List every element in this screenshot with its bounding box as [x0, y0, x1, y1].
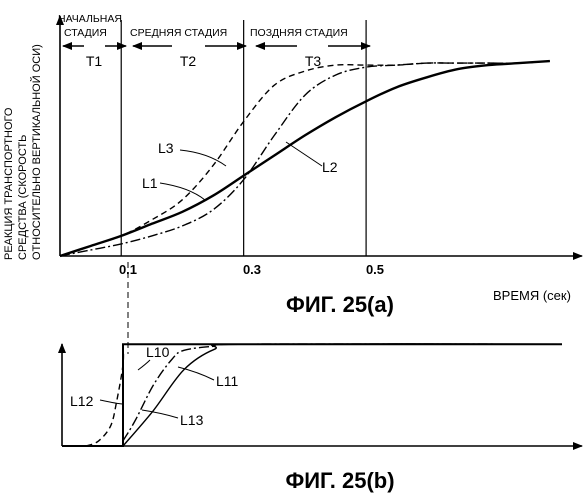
series-label-L3: L3 [158, 140, 174, 156]
stage-initial-label-line2: СТАДИЯ [64, 27, 107, 39]
x-axis-title: ВРЕМЯ (сек) [493, 288, 571, 303]
series-label-L13: L13 [180, 412, 204, 428]
curves-a [60, 61, 550, 256]
figure-25a: НАЧАЛЬНАЯ СТАДИЯ СРЕДНЯЯ СТАДИЯ ПОЗДНЯЯ … [3, 13, 582, 317]
leader-L2 [286, 142, 322, 166]
series-label-L2: L2 [322, 159, 338, 175]
stage-initial-label-line1: НАЧАЛЬНАЯ [58, 13, 122, 25]
stage-middle-label: СРЕДНЯЯ СТАДИЯ [130, 27, 227, 39]
x-tick-label-0.3: 0.3 [243, 262, 261, 277]
curves-b [62, 344, 562, 446]
figure-title-a: ФИГ. 25(a) [286, 292, 394, 317]
figure-25b: L10 L11 L12 L13 ФИГ. 25(b) [62, 344, 582, 493]
leader-L11 [178, 367, 214, 380]
series-line-L3 [60, 61, 550, 256]
period-T3-label: T3 [305, 53, 322, 69]
period-T1-label: T1 [86, 53, 103, 69]
series-label-L11: L11 [216, 373, 239, 389]
leader-L12 [100, 400, 124, 404]
series-line-L1 [60, 61, 550, 256]
y-axis-title-line2: СРЕДСТВА (СКОРОСТЬ [17, 135, 29, 260]
series-label-L12: L12 [70, 393, 94, 409]
period-T2-label: T2 [180, 53, 197, 69]
leader-L1 [160, 183, 205, 200]
series-line-L2 [60, 61, 550, 256]
y-axis-title-line1: РЕАКЦИЯ ТРАНСПОРТНОГО [3, 107, 15, 260]
figure-title-b: ФИГ. 25(b) [285, 468, 394, 493]
series-label-L10: L10 [146, 344, 170, 360]
series-label-L1: L1 [142, 175, 158, 191]
stage-late-label: ПОЗДНЯЯ СТАДИЯ [250, 27, 348, 39]
x-tick-label-0.5: 0.5 [366, 262, 384, 277]
series-line-L13 [123, 344, 562, 446]
y-axis-title-line3: ОТНОСИТЕЛЬНО ВЕРТИКАЛЬНОЙ ОСИ) [30, 44, 43, 260]
leader-L10 [138, 360, 150, 370]
